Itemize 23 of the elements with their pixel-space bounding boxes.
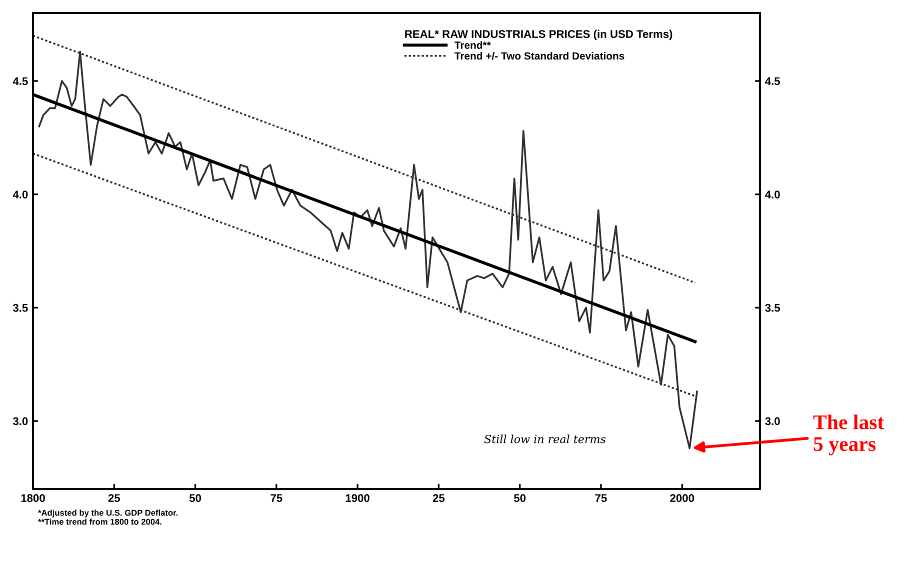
x-tick-label: 25	[108, 494, 120, 502]
y2-tick-label: 3.0	[765, 417, 780, 426]
x-tick-label: 1800	[21, 494, 45, 502]
annotation: The last 5 years	[813, 414, 884, 456]
x-tick-label: 75	[270, 494, 282, 502]
legend-title: REAL* RAW INDUSTRIALS PRICES (in USD Terms)	[405, 30, 672, 40]
y-tick-label: 4.0	[12, 190, 28, 198]
y2-tick-label: 4.5	[765, 77, 780, 86]
x-tick-label: 25	[432, 494, 445, 502]
x-tick-label: 50	[189, 494, 201, 502]
x-tick-label: 75	[595, 494, 607, 502]
x-tick-label: 2000	[670, 494, 694, 502]
legend-label: Trend**	[454, 41, 491, 49]
y-tick-label: 4.5	[12, 77, 28, 86]
legend-label: Trend +/- Two Standard Deviations	[454, 52, 624, 60]
x-tick-label: 50	[514, 494, 526, 502]
y-tick-label: 3.0	[12, 417, 28, 426]
text: *Adjusted by the U.S. GDP Deflator. **Time trend from 1800 to 2004.	[38, 510, 178, 525]
x-tick-label: 1900	[346, 494, 370, 502]
y-tick-label: 3.5	[12, 304, 28, 312]
y2-tick-label: 4.0	[765, 190, 780, 198]
annotation: Still low in real terms	[484, 434, 606, 444]
y2-tick-label: 3.5	[765, 304, 780, 312]
